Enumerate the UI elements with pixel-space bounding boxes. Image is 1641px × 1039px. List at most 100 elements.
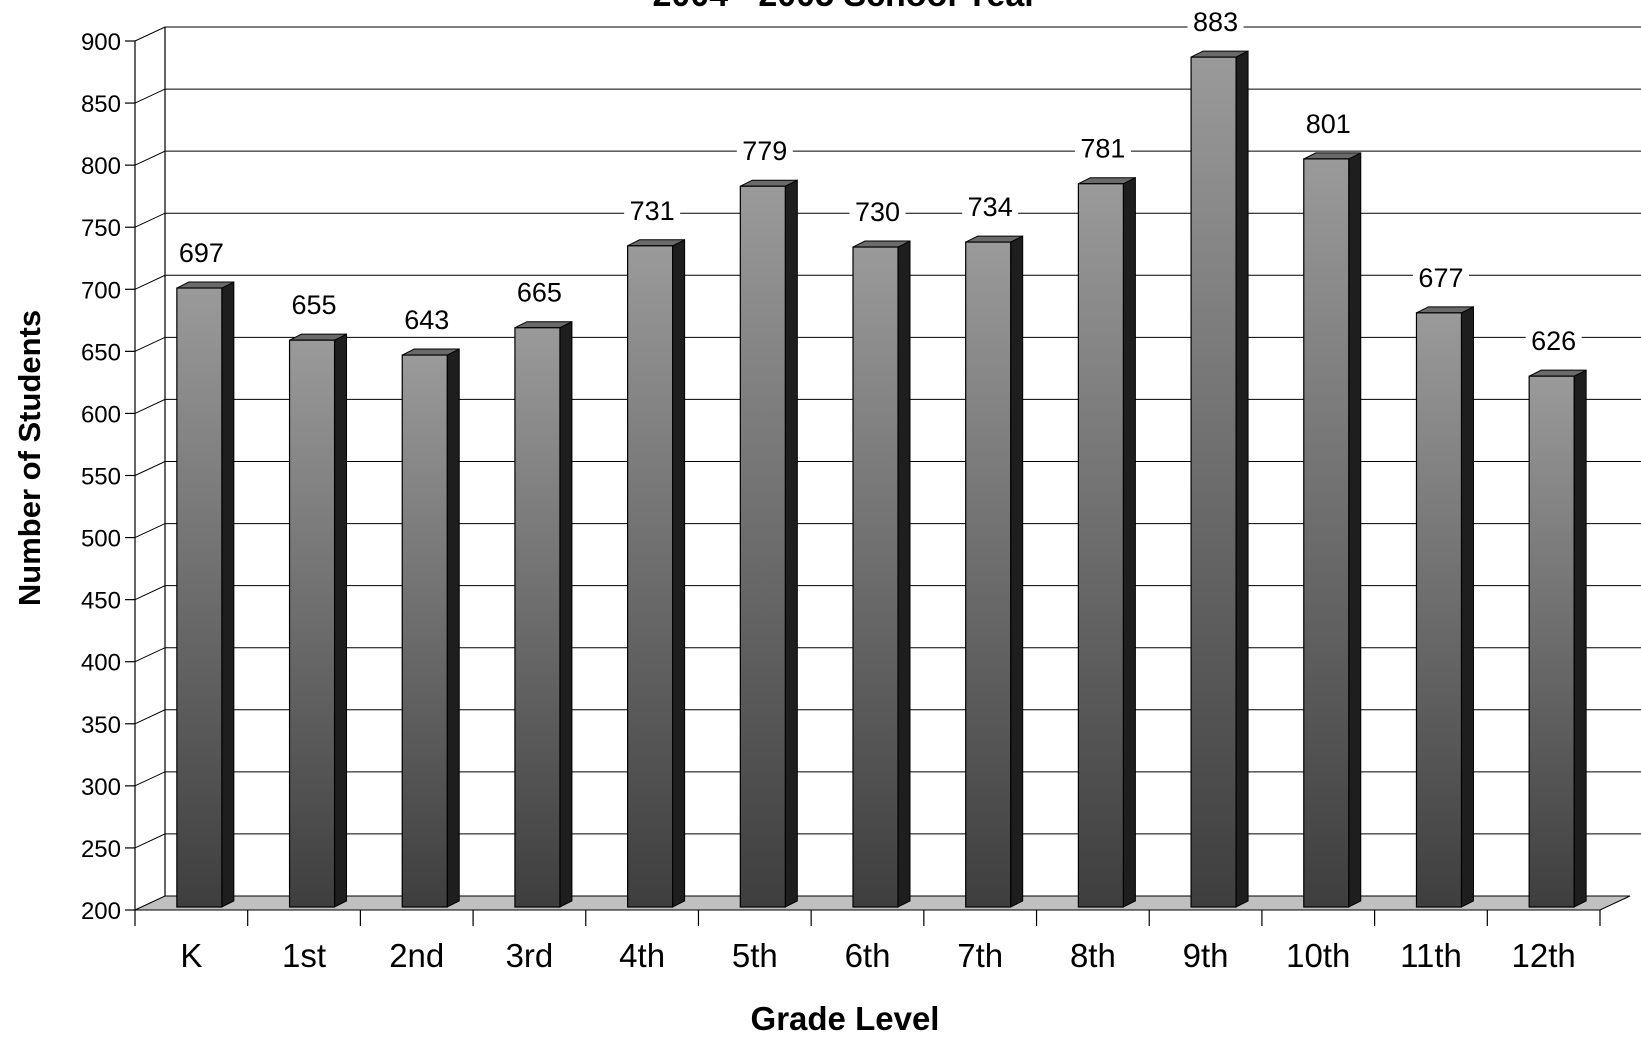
bar-side bbox=[897, 240, 911, 908]
x-tick-label: 5th bbox=[732, 937, 778, 974]
x-tick-label: 9th bbox=[1183, 937, 1229, 974]
bar bbox=[852, 240, 911, 908]
chart-title: 2004 - 2005 School Year bbox=[653, 0, 1038, 14]
y-axis-title: Number of Students bbox=[12, 310, 47, 606]
bar-side bbox=[672, 238, 686, 908]
bar-side bbox=[784, 179, 798, 908]
x-tick-label: 7th bbox=[957, 937, 1003, 974]
bar-front bbox=[965, 241, 1012, 908]
bar bbox=[1303, 152, 1362, 908]
data-label-bg bbox=[624, 195, 681, 226]
data-label: 731 bbox=[630, 196, 675, 226]
y-tick-label: 250 bbox=[81, 836, 121, 863]
data-label: 643 bbox=[404, 305, 449, 335]
x-tick-label: 6th bbox=[845, 937, 891, 974]
y-tick-label: 650 bbox=[81, 339, 121, 366]
data-label: 801 bbox=[1306, 109, 1351, 139]
y-tick-label: 200 bbox=[81, 898, 121, 925]
data-label-bg bbox=[1187, 7, 1244, 38]
y-tick-label: 400 bbox=[81, 650, 121, 677]
x-tick-label: 1st bbox=[282, 937, 326, 974]
bar-side bbox=[446, 348, 460, 908]
bar-side bbox=[1460, 306, 1474, 908]
data-label: 626 bbox=[1531, 326, 1576, 356]
data-label-bg bbox=[1412, 262, 1469, 293]
data-label: 677 bbox=[1418, 263, 1463, 293]
data-label: 697 bbox=[179, 238, 224, 268]
bar bbox=[1528, 369, 1587, 908]
data-label-bg bbox=[511, 277, 568, 308]
bar-front bbox=[514, 327, 561, 908]
data-label: 655 bbox=[292, 290, 337, 320]
bar-front bbox=[1077, 183, 1124, 908]
data-label-bg bbox=[736, 136, 793, 167]
bar bbox=[965, 235, 1024, 908]
bar-side bbox=[1235, 50, 1249, 908]
x-tick-label: 8th bbox=[1070, 937, 1116, 974]
data-label-bg bbox=[173, 238, 230, 269]
data-label-bg bbox=[962, 192, 1019, 223]
bar-front bbox=[852, 246, 899, 908]
y-tick-label: 750 bbox=[81, 215, 121, 242]
bar bbox=[176, 281, 235, 908]
bar bbox=[1077, 176, 1136, 908]
x-tick-label: 10th bbox=[1286, 937, 1350, 974]
y-tick-label: 550 bbox=[81, 464, 121, 491]
bar-front bbox=[176, 287, 223, 908]
y-tick-label: 300 bbox=[81, 774, 121, 801]
x-tick-label: 2nd bbox=[389, 937, 444, 974]
y-tick-label: 500 bbox=[81, 526, 121, 553]
gridline bbox=[134, 88, 1641, 104]
y-tick-label: 900 bbox=[81, 29, 121, 56]
y-tick-label: 600 bbox=[81, 401, 121, 428]
x-tick-label: 3rd bbox=[506, 937, 554, 974]
data-label: 779 bbox=[742, 136, 787, 166]
bar-front bbox=[1303, 158, 1350, 908]
data-label-bg bbox=[286, 290, 343, 321]
bar bbox=[288, 333, 348, 908]
bar bbox=[401, 348, 460, 908]
x-tick-label: 11th bbox=[1400, 937, 1462, 974]
data-label-bg bbox=[1074, 133, 1131, 164]
y-tick-label: 700 bbox=[81, 277, 121, 304]
bar-side bbox=[221, 281, 235, 908]
data-labels: 697 655 643 665 731 779 730 734 781 883 801 677 626 bbox=[173, 7, 1582, 357]
gridline bbox=[134, 150, 1641, 166]
bar-front bbox=[627, 245, 674, 908]
y-tick-label: 800 bbox=[81, 153, 121, 180]
y-tick-label: 350 bbox=[81, 712, 121, 739]
data-label: 734 bbox=[968, 192, 1013, 222]
bar-front bbox=[288, 339, 336, 908]
data-label: 883 bbox=[1193, 7, 1238, 37]
bar-side bbox=[559, 320, 573, 908]
y-tick-label: 450 bbox=[81, 588, 121, 615]
x-tick-label: 4th bbox=[619, 937, 665, 974]
bar bbox=[627, 238, 686, 908]
data-label: 730 bbox=[855, 197, 900, 227]
x-tick-label: 12th bbox=[1512, 937, 1576, 974]
bar-front bbox=[1415, 312, 1463, 908]
bar-front bbox=[1190, 56, 1237, 908]
axes: 200 250 300 350 400 450 500 550 600 650 700 750 800 8… bbox=[81, 27, 1601, 974]
x-axis-title: Grade Level bbox=[751, 1000, 940, 1037]
bars bbox=[176, 50, 1587, 908]
data-label-bg bbox=[1525, 326, 1582, 357]
gridline bbox=[134, 26, 1641, 42]
data-label: 665 bbox=[517, 278, 562, 308]
data-label-bg bbox=[398, 305, 455, 336]
bar bbox=[514, 320, 573, 908]
bar-side bbox=[1348, 152, 1362, 908]
data-label-bg bbox=[1300, 108, 1357, 139]
bar-front bbox=[1528, 375, 1575, 908]
bar bbox=[739, 179, 798, 908]
bar-side bbox=[1573, 369, 1587, 908]
bar-side bbox=[1010, 235, 1024, 908]
data-label-bg bbox=[849, 197, 906, 228]
bar-side bbox=[1122, 176, 1136, 908]
y-tick-label: 850 bbox=[81, 91, 121, 118]
bar bbox=[1190, 50, 1249, 908]
bar bbox=[1415, 306, 1474, 908]
bar-side bbox=[334, 333, 348, 908]
data-label: 781 bbox=[1080, 134, 1125, 164]
